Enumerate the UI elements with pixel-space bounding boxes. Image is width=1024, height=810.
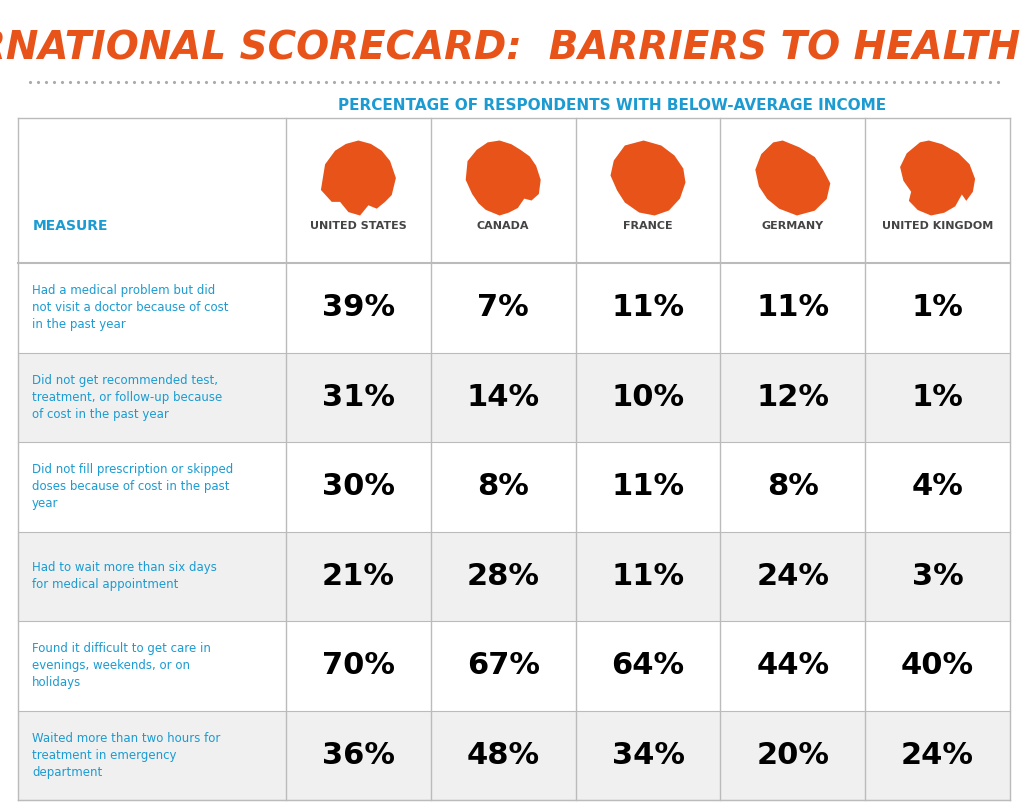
Text: 36%: 36%: [322, 741, 395, 769]
Text: 12%: 12%: [757, 383, 829, 411]
Text: 10%: 10%: [611, 383, 685, 411]
Text: 64%: 64%: [611, 651, 685, 680]
Text: UNITED KINGDOM: UNITED KINGDOM: [882, 221, 993, 231]
Text: 7%: 7%: [477, 293, 529, 322]
Text: 14%: 14%: [467, 383, 540, 411]
Text: 70%: 70%: [322, 651, 395, 680]
Text: Did not fill prescription or skipped
doses because of cost in the past
year: Did not fill prescription or skipped dos…: [32, 463, 233, 510]
Text: 40%: 40%: [901, 651, 974, 680]
Text: FRANCE: FRANCE: [624, 221, 673, 231]
Text: 11%: 11%: [611, 562, 685, 590]
Text: 3%: 3%: [911, 562, 964, 590]
Text: Did not get recommended test,
treatment, or follow-up because
of cost in the pas: Did not get recommended test, treatment,…: [32, 373, 222, 420]
Text: 24%: 24%: [901, 741, 974, 769]
Text: 4%: 4%: [911, 472, 964, 501]
Text: 48%: 48%: [467, 741, 540, 769]
Text: INTERNATIONAL SCORECARD:  BARRIERS TO HEALTH CARE: INTERNATIONAL SCORECARD: BARRIERS TO HEA…: [0, 29, 1024, 67]
Text: 30%: 30%: [322, 472, 395, 501]
Text: GERMANY: GERMANY: [762, 221, 824, 231]
Text: UNITED STATES: UNITED STATES: [310, 221, 407, 231]
Text: 34%: 34%: [611, 741, 684, 769]
Text: Had a medical problem but did
not visit a doctor because of cost
in the past yea: Had a medical problem but did not visit …: [32, 284, 228, 331]
Bar: [18, 710, 1010, 800]
Polygon shape: [900, 140, 975, 215]
Text: MEASURE: MEASURE: [33, 219, 109, 233]
Text: CANADA: CANADA: [477, 221, 529, 231]
Text: 28%: 28%: [467, 562, 540, 590]
Text: 31%: 31%: [322, 383, 395, 411]
Text: 39%: 39%: [322, 293, 395, 322]
Polygon shape: [756, 140, 830, 215]
Text: Found it difficult to get care in
evenings, weekends, or on
holidays: Found it difficult to get care in evenin…: [32, 642, 211, 689]
Text: 44%: 44%: [757, 651, 829, 680]
Text: 8%: 8%: [767, 472, 819, 501]
Bar: [18, 531, 1010, 621]
Text: 1%: 1%: [911, 383, 964, 411]
Polygon shape: [610, 140, 685, 215]
Text: 67%: 67%: [467, 651, 540, 680]
Text: 1%: 1%: [911, 293, 964, 322]
Text: 20%: 20%: [757, 741, 829, 769]
Polygon shape: [321, 140, 396, 215]
Bar: [18, 352, 1010, 442]
Text: PERCENTAGE OF RESPONDENTS WITH BELOW-AVERAGE INCOME: PERCENTAGE OF RESPONDENTS WITH BELOW-AVE…: [338, 97, 886, 113]
Text: 8%: 8%: [477, 472, 529, 501]
Text: 11%: 11%: [611, 472, 685, 501]
Text: 24%: 24%: [757, 562, 829, 590]
Text: 21%: 21%: [322, 562, 395, 590]
Text: Had to wait more than six days
for medical appointment: Had to wait more than six days for medic…: [32, 561, 217, 591]
Text: 11%: 11%: [757, 293, 829, 322]
Polygon shape: [466, 140, 541, 215]
Text: 11%: 11%: [611, 293, 685, 322]
Text: Waited more than two hours for
treatment in emergency
department: Waited more than two hours for treatment…: [32, 731, 220, 778]
